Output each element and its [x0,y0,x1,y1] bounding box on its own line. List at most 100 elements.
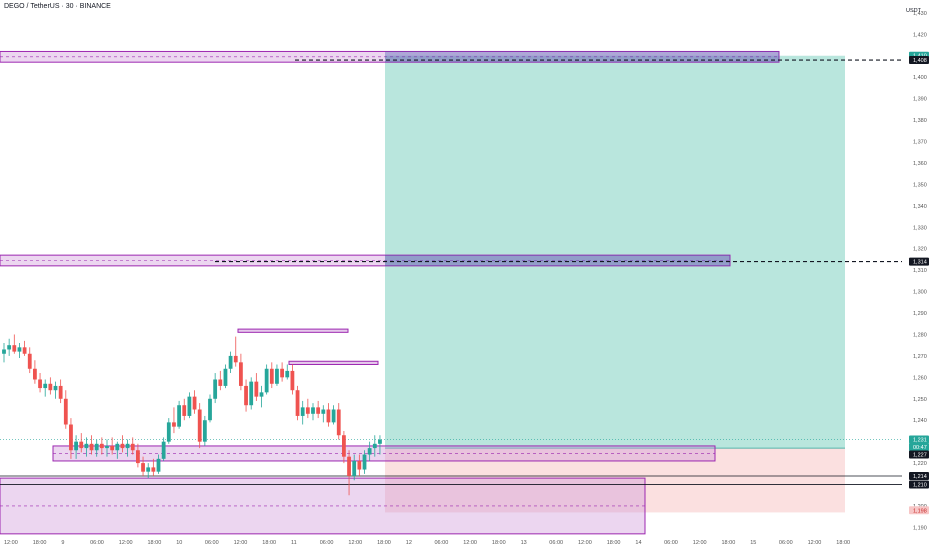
candle-body [213,379,218,399]
candle-body [254,381,259,397]
price-tick-label: 1,220 [913,461,927,467]
candle-body [275,368,279,384]
candle-body [38,379,42,389]
candle-body [249,381,254,406]
candle-body [12,345,17,352]
candle-body [372,443,377,449]
candle-body [146,467,151,472]
chart-title: DEGO / TetherUS · 30 · BINANCE [4,3,111,10]
candle-body [58,385,63,399]
candle-body [79,441,84,449]
candle-body [99,443,104,449]
price-tag-box [909,435,929,444]
price-tag-box [909,471,929,480]
candle-body [130,443,135,451]
time-tick-label: 12 [406,540,412,546]
candle-body [105,445,109,449]
marker-box-1 [237,328,349,333]
candle-body [357,460,362,470]
price-axis-bg [902,0,932,550]
candle-body [290,370,295,391]
price-tick-label: 1,250 [913,397,927,403]
price-tick-label: 1,380 [913,118,927,124]
candle-body [300,407,305,416]
time-tick-label: 06:00 [549,540,563,546]
candle-body [74,441,78,451]
time-tick-label: 12:00 [463,540,477,546]
candle-body [63,398,68,425]
price-tag-box [909,480,929,489]
time-tick-label: 06:00 [205,540,219,546]
price-tag-label: 1,227 [913,453,927,459]
candle-body [233,355,238,363]
time-tick-label: 10 [176,540,182,546]
time-tick-label: 12:00 [119,540,133,546]
candle-body [280,368,284,378]
candle-body [120,443,125,449]
price-tick-label: 1,260 [913,375,927,381]
time-tick-label: 06:00 [664,540,678,546]
candle-body [336,409,341,436]
candle-body [166,422,171,442]
candle-body [17,347,22,352]
candle-body [223,368,228,386]
time-tick-label: 14 [635,540,641,546]
time-tick-label: 18:00 [377,540,391,546]
candle-body [362,454,367,470]
candle-body [151,467,156,472]
candle-body [22,347,27,354]
candle-body [84,443,89,449]
price-tag-box [909,450,929,459]
position-loss-zone [385,448,845,513]
supply-zone-top [0,50,780,63]
price-tick-label: 1,390 [913,97,927,103]
candle-body [136,450,140,464]
price-tick-label: 1,190 [913,525,927,531]
candle-body [110,445,115,451]
price-tick-label: 1,290 [913,311,927,317]
supply-zone-top-overlap [385,51,779,63]
price-tick-label: 1,300 [913,290,927,296]
price-tag-box [909,443,929,452]
time-tick-label: 12:00 [808,540,822,546]
candle-body [161,441,166,459]
time-tick-label: 12:00 [578,540,592,546]
price-tag-box [909,257,929,266]
price-tag-label: 00:47 [913,445,927,451]
price-tick-label: 1,340 [913,204,927,210]
candle-body [295,390,300,416]
price-tag-box [909,56,929,65]
time-tick-label: 06:00 [779,540,793,546]
marker-box-2 [288,360,379,365]
time-tick-label: 12:00 [234,540,248,546]
price-tag-label: 1,231 [913,438,927,444]
price-tick-label: 1,420 [913,32,927,38]
time-tick-label: 13 [521,540,527,546]
candle-body [187,396,192,416]
candle-body [208,398,212,421]
candle-body [378,439,382,444]
price-tick-label: 1,350 [913,182,927,188]
price-tag-label: 1,314 [913,260,927,266]
candle-body [367,448,372,455]
time-tick-label: 18:00 [722,540,736,546]
time-tick-label: 18:00 [492,540,506,546]
candle-body [48,383,53,391]
candle-body [53,385,58,391]
time-tick-label: 18:00 [148,540,162,546]
candle-body [192,396,197,410]
price-tick-label: 1,400 [913,75,927,81]
candle-body [331,409,336,423]
price-tick-label: 1,310 [913,268,927,274]
time-tick-label: 11 [291,540,297,546]
price-tick-label: 1,270 [913,354,927,360]
candle-body [141,463,145,472]
candle-body [285,370,290,378]
supply-zone-mid-overlap [385,255,730,266]
candle-body [326,409,331,423]
price-tick-label: 1,360 [913,161,927,167]
candle-body [115,443,120,451]
time-tick-label: 06:00 [320,540,334,546]
price-tag-label: 1,210 [913,483,927,489]
